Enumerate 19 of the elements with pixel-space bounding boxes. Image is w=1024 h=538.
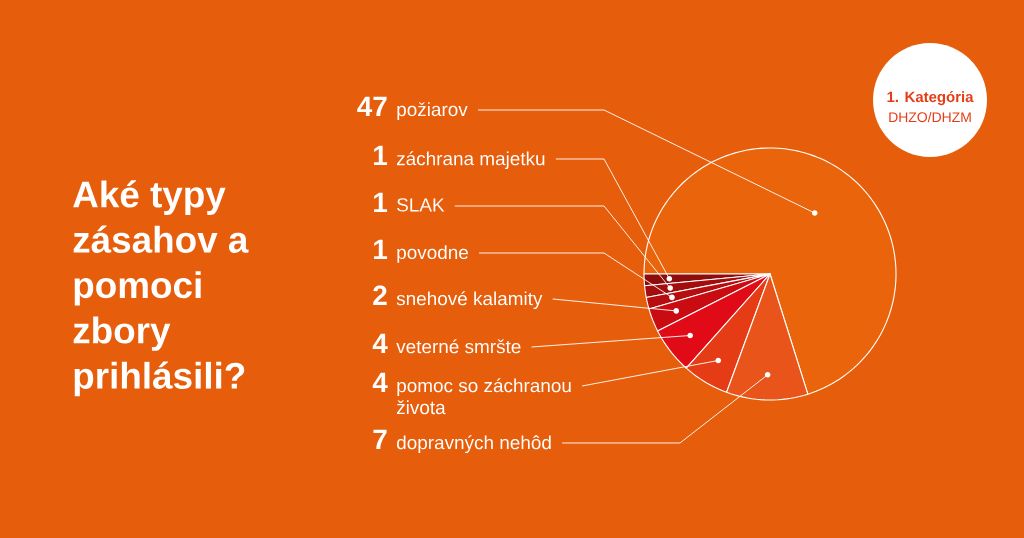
data-label: 1 <box>374 145 388 165</box>
data-label: 47 <box>357 96 387 116</box>
data-label: 4 <box>372 372 388 392</box>
data-label: 7 <box>373 429 387 449</box>
slice-label: SLAK <box>397 198 445 212</box>
data-label: 4 <box>372 333 388 353</box>
data-label: 1 <box>374 239 388 259</box>
slice-label: veterné smršte <box>396 339 521 354</box>
slice-label: snehové kalamity <box>396 291 543 310</box>
slice-label: požiarov <box>397 102 468 120</box>
data-label: 2 <box>373 285 387 305</box>
text: 1. Kategória <box>887 91 974 106</box>
slice-label: povodne <box>397 245 468 263</box>
slice-label: záchrana majetku <box>396 151 545 170</box>
slice-label: dopravných nehôd <box>397 435 551 454</box>
text: DHZO/DHZM <box>889 111 971 123</box>
text: Aké typy zásahov a pomoci zbory prihlásili? <box>73 180 249 397</box>
slice-label: pomoc so záchranou života <box>396 378 571 415</box>
data-label: 1 <box>374 192 388 212</box>
